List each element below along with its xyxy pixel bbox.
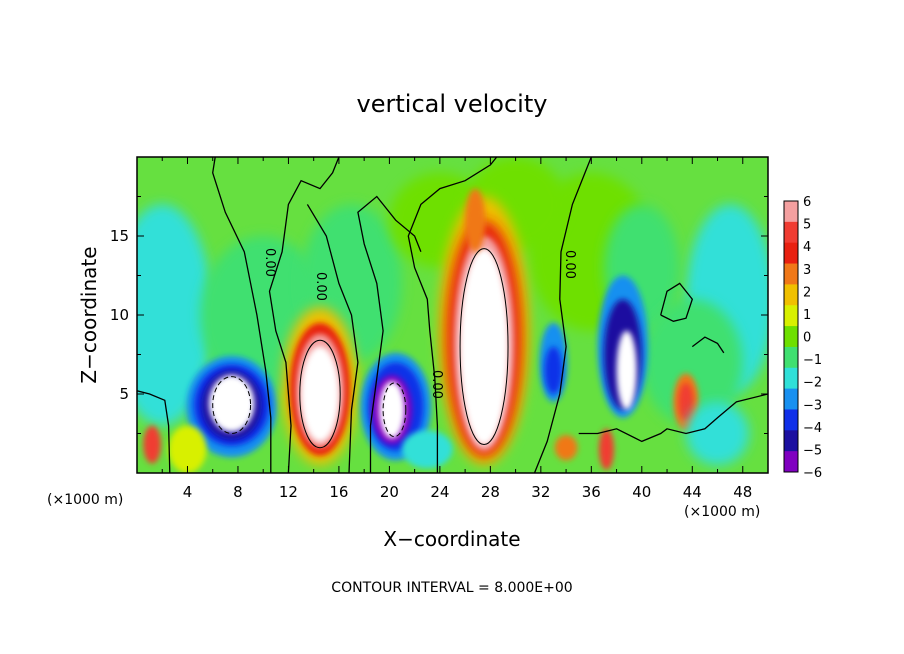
colorbar-swatch bbox=[784, 346, 798, 369]
field-cell bbox=[641, 299, 743, 426]
colorbar-label: 5 bbox=[803, 218, 811, 233]
x-tick-label: 32 bbox=[531, 483, 550, 501]
x-tick-label: 40 bbox=[632, 483, 651, 501]
colorbar-label: −3 bbox=[803, 398, 822, 413]
colorbar-label: −4 bbox=[803, 421, 822, 436]
field-cell bbox=[616, 330, 637, 410]
x-tick-label: 12 bbox=[279, 483, 298, 501]
contour-line bbox=[268, 157, 340, 473]
x-tick-label: 16 bbox=[329, 483, 348, 501]
colorbar-label: 3 bbox=[803, 263, 811, 278]
y-axis-label: Z−coordinate bbox=[77, 246, 101, 383]
field-cell bbox=[544, 346, 563, 394]
field-cell bbox=[598, 428, 615, 470]
x-tick-label: 4 bbox=[183, 483, 193, 501]
colorbar-label: 1 bbox=[803, 308, 811, 323]
colorbar-label: 6 bbox=[803, 195, 811, 210]
x-unit-label-left: (×1000 m) bbox=[47, 492, 123, 508]
y-axis: 5 10 15 bbox=[110, 196, 768, 434]
plot-area bbox=[137, 157, 768, 473]
contour-label: 0.00 bbox=[313, 272, 328, 301]
contour-line bbox=[306, 204, 359, 473]
contour-line bbox=[137, 390, 171, 473]
contour-label: 0.00 bbox=[429, 370, 444, 399]
y-tick-label: 10 bbox=[110, 306, 129, 324]
contour-line bbox=[357, 195, 422, 473]
x-unit-label-right: (×1000 m) bbox=[684, 504, 760, 520]
field-cell bbox=[168, 425, 207, 473]
colorbar-label: −1 bbox=[803, 353, 822, 368]
colorbar-swatch bbox=[784, 409, 798, 431]
colorbar-label: −6 bbox=[803, 466, 822, 481]
y-tick-label: 5 bbox=[119, 385, 129, 403]
contour-interval-label: CONTOUR INTERVAL = bbox=[331, 580, 489, 596]
colorbar-label: 0 bbox=[803, 331, 811, 346]
x-tick-label: 8 bbox=[233, 483, 243, 501]
colorbar-swatch bbox=[784, 284, 798, 306]
colorbar-swatch bbox=[784, 221, 798, 244]
contour-line bbox=[578, 393, 768, 443]
zero-contours bbox=[137, 157, 768, 473]
positive-contour bbox=[299, 339, 341, 449]
contour-line bbox=[660, 282, 694, 322]
field-cell bbox=[301, 346, 339, 442]
colorbar-frame bbox=[783, 200, 799, 473]
y-tick-label: 15 bbox=[110, 227, 129, 245]
colorbar-swatch bbox=[784, 430, 798, 452]
contour-line bbox=[407, 157, 498, 473]
colorbar-label: 4 bbox=[803, 240, 811, 255]
colorbar-label: −5 bbox=[803, 443, 822, 458]
x-tick-label: 20 bbox=[380, 483, 399, 501]
field-cell bbox=[402, 430, 453, 469]
field-cell bbox=[554, 435, 578, 461]
colorbar: 6 5 4 3 2 1 0 −1 −2 −3 −4 −5 −6 bbox=[783, 195, 822, 481]
x-tick-label: 28 bbox=[481, 483, 500, 501]
colorbar-swatch bbox=[784, 451, 798, 473]
field-cell bbox=[460, 248, 509, 445]
field-cell bbox=[465, 188, 486, 252]
x-tick-label: 24 bbox=[430, 483, 449, 501]
contour-label: 0.00 bbox=[562, 250, 577, 279]
colorbar-swatch bbox=[784, 201, 798, 223]
colorbar-swatch bbox=[784, 305, 798, 327]
colorbar-swatch bbox=[784, 367, 798, 390]
contour-line bbox=[691, 336, 725, 354]
negative-contour bbox=[382, 382, 407, 438]
colorbar-label: 2 bbox=[803, 285, 811, 300]
colorbar-swatch bbox=[784, 263, 798, 285]
contour-interval-value: 8.000E+00 bbox=[494, 580, 572, 596]
contour-line bbox=[212, 157, 272, 473]
negative-contour bbox=[212, 376, 252, 434]
field-cell bbox=[137, 204, 213, 426]
contour-interval-text: CONTOUR INTERVAL = 8.000E+00 bbox=[331, 580, 572, 596]
x-axis: 4 8 12 16 20 24 28 32 36 40 44 48 bbox=[161, 157, 752, 501]
colorbar-label: −2 bbox=[803, 376, 822, 391]
colorbar-swatch bbox=[784, 242, 798, 265]
chart-title: vertical velocity bbox=[357, 90, 548, 118]
field-cell bbox=[379, 381, 405, 439]
x-tick-label: 44 bbox=[683, 483, 702, 501]
x-tick-label: 48 bbox=[733, 483, 752, 501]
field-cell bbox=[208, 375, 255, 432]
positive-contour bbox=[459, 248, 509, 446]
contour-label: 0.00 bbox=[262, 248, 277, 277]
colorbar-swatch bbox=[784, 388, 798, 410]
x-tick-label: 36 bbox=[582, 483, 601, 501]
field-cell bbox=[143, 425, 161, 464]
colorbar-swatch bbox=[784, 326, 798, 348]
field-cell bbox=[678, 382, 694, 421]
x-axis-label: X−coordinate bbox=[383, 527, 520, 551]
contour-line bbox=[533, 157, 592, 473]
field-cell bbox=[685, 401, 750, 466]
